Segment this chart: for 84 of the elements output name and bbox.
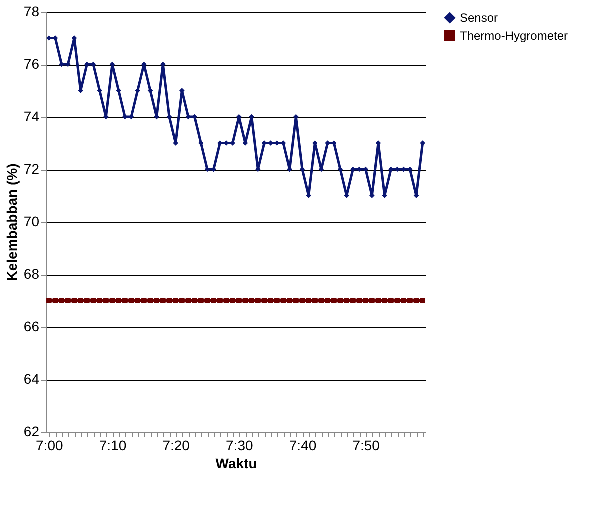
point [236, 298, 242, 304]
point [135, 298, 140, 304]
point [104, 298, 109, 304]
point [401, 298, 406, 304]
point [382, 298, 388, 304]
x-tick-label: 7:40 [289, 438, 317, 454]
point [300, 298, 306, 304]
point [116, 88, 122, 94]
point [52, 298, 58, 304]
x-tick-label: 7:50 [352, 438, 380, 454]
point [198, 298, 204, 304]
point [325, 298, 330, 304]
point [306, 298, 312, 304]
point [148, 298, 154, 304]
y-tick-label: 76 [24, 56, 40, 72]
point [224, 298, 230, 304]
point [370, 298, 375, 304]
point [287, 298, 292, 304]
point [46, 298, 52, 304]
point [166, 298, 172, 304]
point [388, 298, 394, 304]
point [268, 298, 274, 304]
point [142, 298, 147, 304]
y-tick-label: 74 [24, 108, 40, 124]
y-tick-label: 78 [24, 4, 40, 20]
y-tick-label: 72 [24, 161, 40, 177]
point [312, 298, 318, 304]
point [90, 298, 96, 304]
point [294, 298, 299, 304]
point [420, 298, 426, 304]
point [180, 298, 185, 304]
point [242, 298, 248, 304]
x-tick-label: 7:20 [162, 438, 190, 454]
point [97, 88, 102, 94]
point [356, 298, 362, 304]
x-tick-label: 7:30 [226, 438, 254, 454]
point [97, 298, 102, 304]
point [350, 298, 356, 304]
point [128, 298, 134, 304]
point [116, 298, 122, 304]
point [408, 298, 413, 304]
point [84, 298, 90, 304]
point [66, 298, 71, 304]
point [256, 298, 261, 304]
point [173, 298, 178, 304]
point [59, 298, 64, 304]
point [78, 298, 84, 304]
point [344, 298, 350, 304]
legend-label: Sensor [460, 11, 498, 25]
point [394, 298, 400, 304]
point [198, 140, 204, 146]
point [211, 298, 216, 304]
point [376, 298, 382, 304]
point [280, 298, 286, 304]
point [204, 298, 210, 304]
point [154, 298, 160, 304]
x-tick-label: 7:00 [36, 438, 64, 454]
point [218, 298, 223, 304]
point [72, 298, 78, 304]
y-tick-label: 62 [24, 424, 40, 440]
point [230, 298, 236, 304]
x-tick-label: 7:10 [99, 438, 127, 454]
point [332, 298, 337, 304]
point [249, 298, 254, 304]
point [135, 88, 140, 94]
point [363, 298, 368, 304]
point [192, 298, 198, 304]
point [318, 298, 324, 304]
y-tick-label: 66 [24, 318, 40, 334]
point [186, 298, 192, 304]
y-axis-title: Kelembabban (%) [4, 164, 20, 282]
x-axis-title: Waktu [216, 456, 258, 472]
y-tick-label: 70 [24, 214, 40, 230]
point [420, 140, 426, 146]
point [122, 298, 128, 304]
point [160, 298, 166, 304]
y-tick-label: 64 [24, 371, 40, 387]
y-tick-label: 68 [24, 266, 40, 282]
point [414, 298, 420, 304]
point [110, 298, 116, 304]
point [338, 298, 344, 304]
legend-label: Thermo-Hygrometer [460, 29, 568, 43]
point [262, 298, 268, 304]
point [274, 298, 280, 304]
